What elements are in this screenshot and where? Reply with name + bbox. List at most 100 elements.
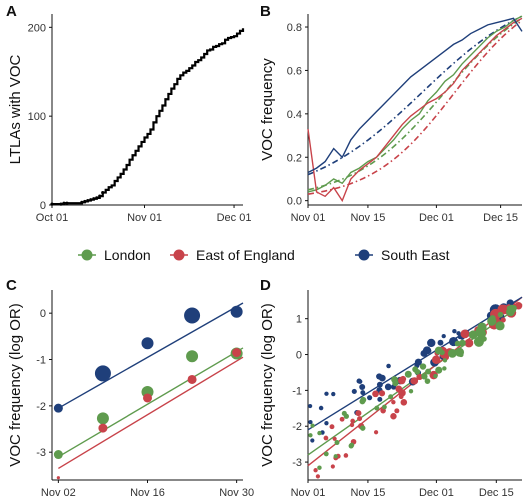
data-point [378,390,386,397]
y-tick-label: 0.0 [287,196,302,208]
panel-a: A 0 100 200 Oct 01 Nov 01 Dec 01 LTLAs with VOC [6,3,251,224]
data-point [232,348,242,358]
data-point [315,474,321,479]
data-point [323,435,329,441]
data-point [310,438,315,443]
x-tick-label: Nov 02 [41,487,76,499]
x-tick-label: Nov 16 [130,487,165,499]
data-point [447,348,457,358]
data-point [437,339,444,346]
data-point [308,433,313,438]
panel-label-d: D [260,277,271,294]
data-point [98,423,108,433]
panel-d: D -3 -2 -1 0 1 Nov 01 Nov 15 Dec 01 Dec 15 VOC fre… [259,277,523,499]
data-point [360,396,367,403]
data-point [230,305,243,318]
data-point [329,424,335,430]
data-point [425,348,432,354]
data-point [386,363,391,369]
fit-curve [307,17,523,191]
data-point [416,373,423,381]
data-point [410,377,418,385]
y-tick-label: 0 [40,200,46,212]
y-tick-label: -3 [36,447,46,459]
data-point [324,391,329,396]
data-point [460,329,470,339]
data-point [452,329,457,334]
data-point [377,396,383,402]
x-tick-label: Dec 15 [479,487,514,499]
data-point [374,405,380,411]
y-tick-label: 1 [296,314,302,326]
data-point [348,443,354,449]
fit-line-east-of-england [58,356,244,470]
data-point [53,450,63,460]
y-tick-label: -3 [292,457,302,469]
y-tick-label: -2 [292,421,302,433]
data-point [318,405,324,411]
data-point [187,374,197,384]
data-point [476,338,481,344]
data-point [433,373,438,379]
x-tick-label: Nov 01 [127,212,162,224]
data-point [357,379,363,384]
data-point [351,388,357,394]
fit-line-south-east [58,302,244,409]
data-point [373,430,379,435]
ltla-point [80,200,84,204]
data-point [398,394,404,400]
data-point [343,453,349,458]
data-point [367,395,373,401]
data-point [360,425,366,431]
panel-b: B 0.0 0.2 0.4 0.6 0.8 Nov 01 Nov 15 Dec 01 Dec 15… [259,3,523,224]
data-point [357,416,363,422]
data-point [378,374,386,382]
x-tick-label: Nov 01 [291,212,326,224]
panel-label-a: A [6,3,17,20]
y-tick-label: 0.6 [287,65,302,77]
y-tick-label: 0.4 [287,109,302,121]
data-point [360,390,366,396]
legend-label: London [104,247,151,263]
data-point [384,383,392,391]
y-tick-label: -1 [36,355,46,367]
y-axis-label: VOC frequency (log OR) [7,303,24,466]
data-point [141,337,154,350]
data-point [349,422,355,428]
x-tick-label: Dec 15 [483,212,518,224]
data-point [53,403,63,413]
legend-marker [173,249,185,261]
data-point [310,423,315,428]
ltla-point [98,194,102,198]
series-line-east-of-england [307,17,523,203]
legend: London East of England South East [78,247,450,263]
data-point [317,465,322,470]
data-point [442,366,447,371]
data-point [497,311,504,318]
ltla-point [101,190,105,195]
series-line-south-east [307,17,523,174]
data-point [339,416,345,422]
data-point [186,350,199,363]
ltla-point [89,198,93,202]
data-point [143,393,152,403]
data-point [376,381,383,388]
data-point [475,326,486,337]
ltla-point [62,201,66,205]
data-point [355,410,362,417]
data-point [372,390,379,398]
data-point [468,330,478,340]
data-point [424,378,431,384]
data-point [394,408,400,414]
x-tick-label: Dec 01 [217,212,252,224]
y-axis-label: LTLAs with VOC [7,54,24,164]
data-point [331,391,336,397]
data-point [94,365,111,382]
data-point [308,403,313,409]
y-tick-label: 100 [28,111,46,123]
x-tick-label: Oct 01 [36,212,68,224]
data-point [359,384,366,391]
x-tick-label: Nov 15 [350,212,385,224]
data-point [332,436,337,441]
